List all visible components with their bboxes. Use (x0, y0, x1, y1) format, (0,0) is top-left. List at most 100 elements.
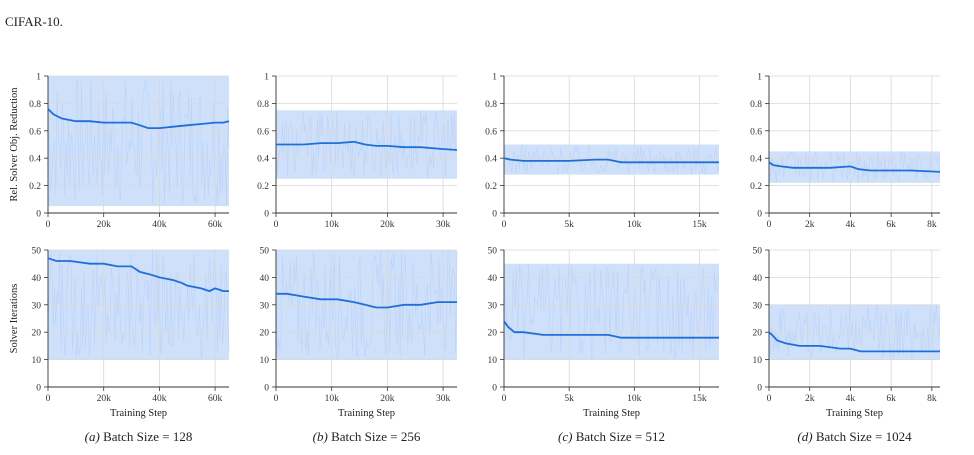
y-tick-label: 0 (492, 384, 497, 394)
x-tick-label: 0 (502, 220, 507, 230)
y-tick-label: 20 (260, 329, 270, 339)
y-tick-label: 30 (488, 301, 498, 311)
y-tick-label: 10 (32, 356, 42, 366)
y-tick-label: 1 (757, 73, 762, 83)
y-tick-label: 0.4 (750, 155, 762, 165)
y-tick-label: 10 (488, 356, 498, 366)
raw-trace (47, 249, 230, 359)
y-tick-label: 0 (36, 384, 41, 394)
x-tick-label: 0 (767, 220, 772, 230)
y-tick-label: 0 (757, 210, 762, 220)
x-tick-label: 10k (325, 394, 340, 404)
panel-b-rel_obj: 0 10k 20k 30k 0 0.2 0.4 0.6 0.8 1 (b) Batch Size =… (257, 73, 458, 444)
x-tick-label: 10k (627, 220, 642, 230)
y-tick-label: 40 (488, 274, 498, 284)
y-tick-label: 1 (36, 73, 41, 83)
y-tick-label: 0 (264, 210, 269, 220)
y-tick-label: 0.2 (750, 182, 762, 192)
y-axis-label: Rel. Solver Obj. Reduction (9, 87, 20, 202)
x-tick-label: 0 (274, 394, 279, 404)
y-tick-label: 0.8 (257, 100, 269, 110)
y-tick-label: 0.6 (750, 127, 762, 137)
panel-a-iterations: 0 20k 40k 60k 0 10 20 30 40 50 Solver Iterations Tr… (9, 247, 230, 419)
x-tick-label: 5k (564, 220, 574, 230)
y-axis-label: Solver Iterations (9, 284, 20, 354)
x-tick-label: 8k (927, 394, 937, 404)
y-tick-label: 0.4 (29, 155, 41, 165)
x-tick-label: 10k (325, 220, 340, 230)
figure-header: CIFAR-10. (5, 14, 63, 29)
x-tick-label: 0 (502, 394, 507, 404)
y-tick-label: 50 (32, 247, 42, 257)
y-tick-label: 20 (488, 329, 498, 339)
panel-c-iterations: 0 5k 10k 15k 0 10 20 30 40 50 Training Step (488, 247, 720, 419)
x-tick-label: 0 (274, 220, 279, 230)
panel-d-iterations: 0 2k 4k 6k 8k 0 10 20 30 40 50 Training Step (753, 247, 941, 419)
x-axis-label: Training Step (583, 408, 640, 419)
x-tick-label: 4k (846, 220, 856, 230)
x-tick-label: 0 (767, 394, 772, 404)
y-tick-label: 1 (264, 73, 269, 83)
panel-caption: (b) Batch Size = 256 (313, 429, 421, 444)
x-tick-label: 20k (380, 220, 395, 230)
series-line (276, 140, 458, 151)
y-tick-label: 0.2 (485, 182, 497, 192)
panel-caption: (d) Batch Size = 1024 (797, 429, 912, 444)
x-tick-label: 40k (152, 394, 167, 404)
y-tick-label: 0.2 (29, 182, 41, 192)
y-tick-label: 0 (36, 210, 41, 220)
x-tick-label: 60k (208, 394, 223, 404)
y-tick-label: 0.6 (257, 127, 269, 137)
x-tick-label: 30k (436, 394, 451, 404)
y-tick-label: 0.4 (257, 155, 269, 165)
y-tick-label: 0 (492, 210, 497, 220)
y-tick-label: 30 (753, 301, 763, 311)
y-tick-label: 1 (492, 73, 497, 83)
raw-trace (275, 249, 458, 360)
y-tick-label: 10 (753, 356, 763, 366)
panel-c-rel_obj: 0 5k 10k 15k 0 0.2 0.4 0.6 0.8 1 (c) Batch Size = … (485, 73, 720, 444)
raw-trace (503, 144, 720, 175)
y-tick-label: 40 (753, 274, 763, 284)
x-tick-label: 20k (97, 220, 112, 230)
raw-trace (275, 110, 458, 179)
y-tick-label: 0.4 (485, 155, 497, 165)
y-tick-label: 0.6 (485, 127, 497, 137)
x-tick-label: 6k (886, 394, 896, 404)
panel-d-rel_obj: 0 2k 4k 6k 8k 0 0.2 0.4 0.6 0.8 1 (d) Batch Size = … (750, 73, 941, 444)
x-tick-label: 20k (380, 394, 395, 404)
x-tick-label: 5k (564, 394, 574, 404)
x-tick-label: 15k (692, 394, 707, 404)
y-tick-label: 50 (488, 247, 498, 257)
x-tick-label: 15k (692, 220, 707, 230)
x-axis-label: Training Step (110, 408, 167, 419)
x-tick-label: 4k (846, 394, 856, 404)
y-tick-label: 40 (32, 274, 42, 284)
x-tick-label: 8k (927, 220, 937, 230)
raw-trace (768, 150, 941, 183)
y-tick-label: 50 (753, 247, 763, 257)
panel-caption: (c) Batch Size = 512 (558, 429, 665, 444)
raw-trace (768, 304, 941, 360)
x-tick-label: 2k (805, 220, 815, 230)
panel-b-iterations: 0 10k 20k 30k 0 10 20 30 40 50 Training Step (260, 247, 458, 419)
y-tick-label: 20 (32, 329, 42, 339)
y-tick-label: 30 (260, 301, 270, 311)
x-tick-label: 30k (436, 220, 451, 230)
y-tick-label: 30 (32, 301, 42, 311)
x-tick-label: 2k (805, 394, 815, 404)
y-tick-label: 40 (260, 274, 270, 284)
series-line (276, 292, 457, 309)
x-axis-label: Training Step (338, 408, 395, 419)
x-axis-label: Training Step (826, 408, 883, 419)
y-tick-label: 0 (264, 384, 269, 394)
x-tick-label: 0 (46, 394, 51, 404)
x-tick-label: 60k (208, 220, 223, 230)
y-tick-label: 0.8 (485, 100, 497, 110)
series-line (768, 161, 941, 173)
series-line (768, 331, 940, 353)
y-tick-label: 0 (757, 384, 762, 394)
y-tick-label: 10 (260, 356, 270, 366)
series-line (47, 108, 230, 129)
